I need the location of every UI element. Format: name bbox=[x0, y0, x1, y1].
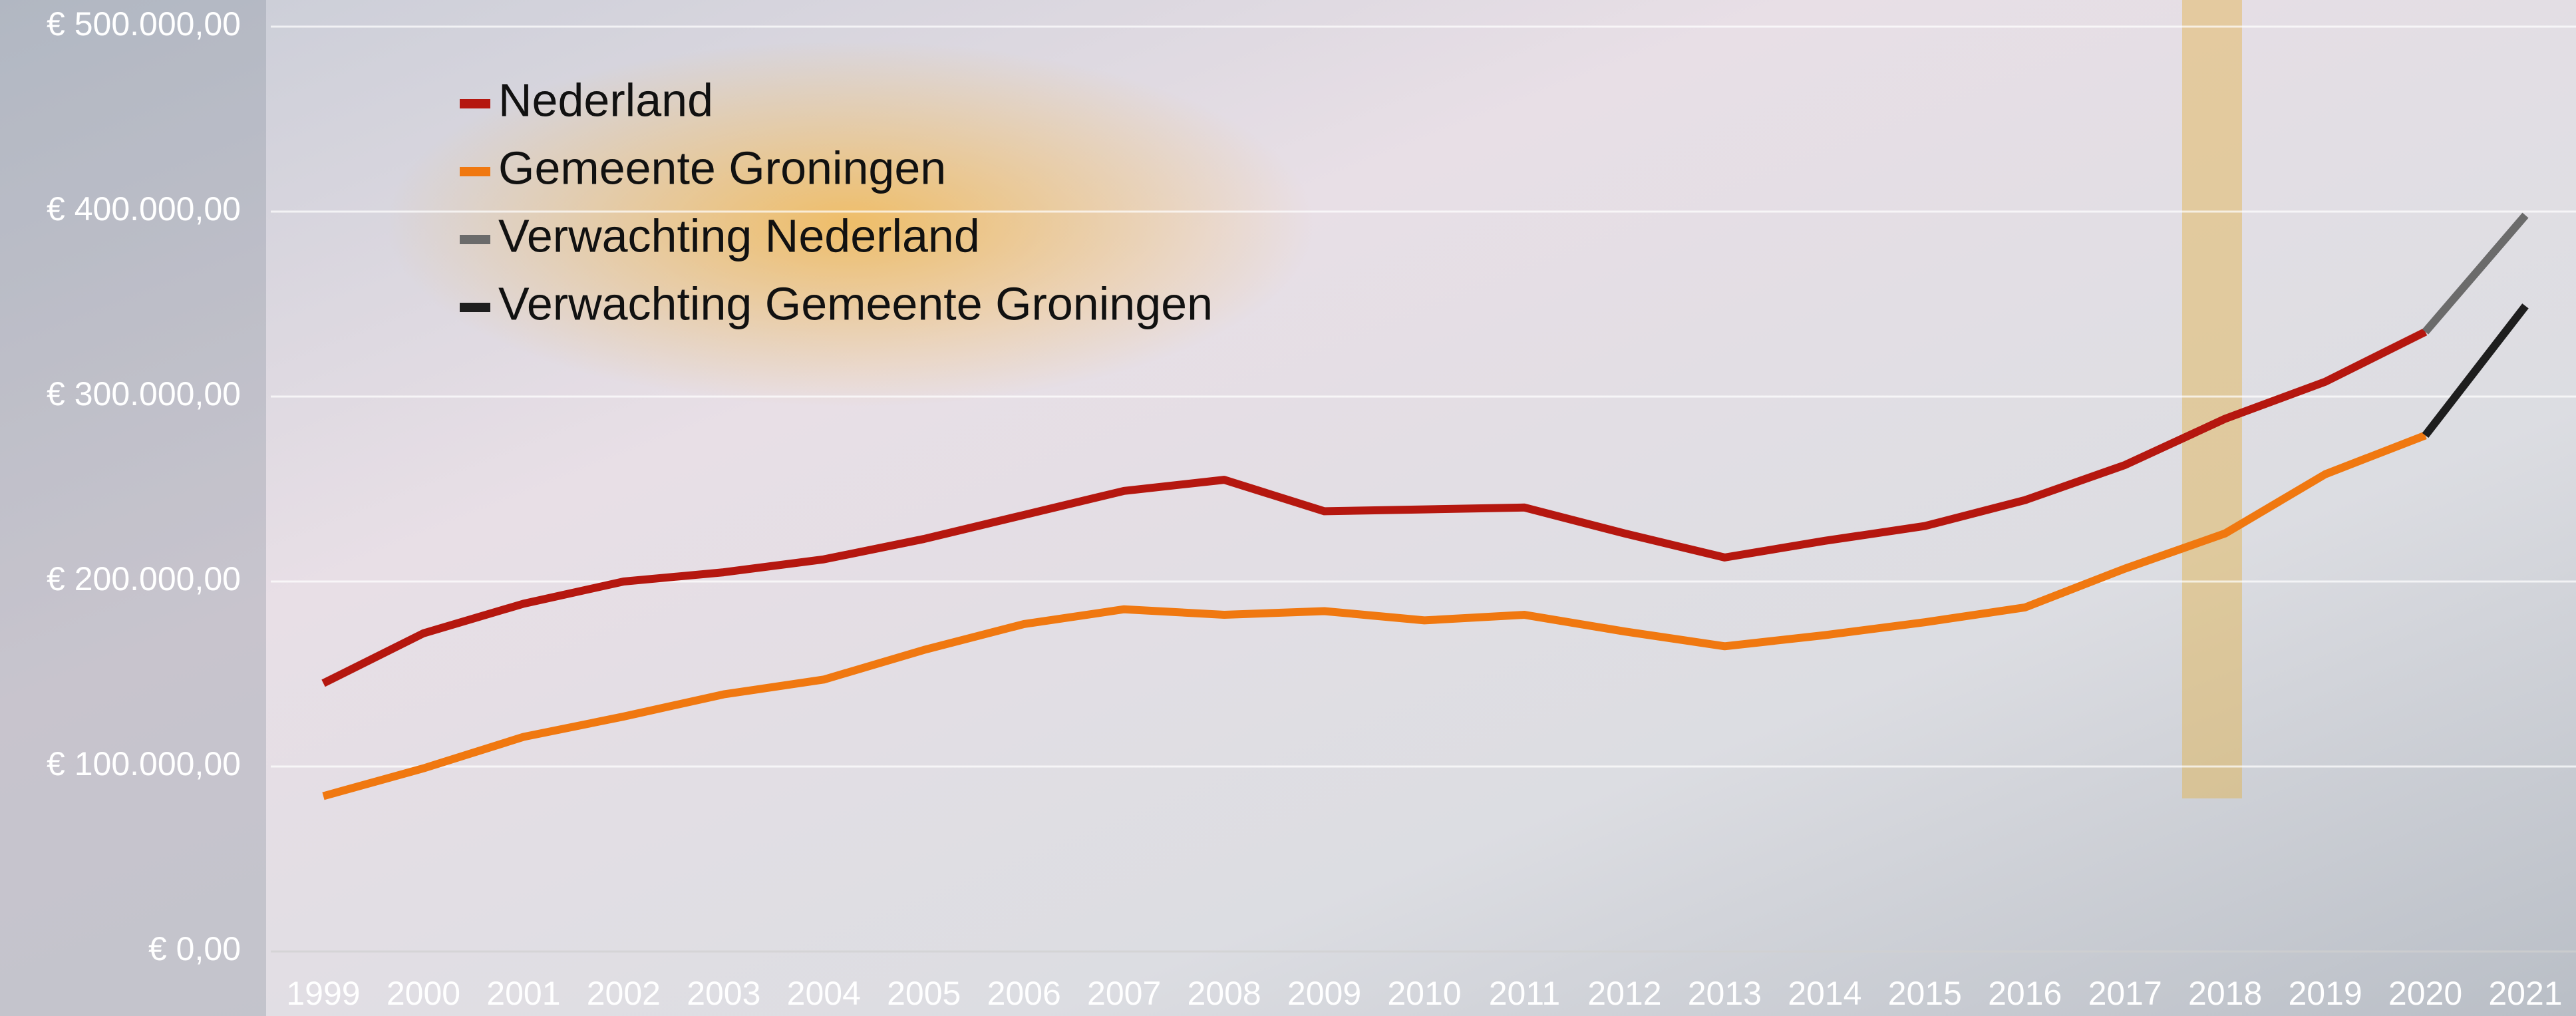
x-tick-label: 2021 bbox=[2488, 975, 2562, 1012]
x-tick-label: 2000 bbox=[387, 975, 460, 1012]
y-tick-label: € 100.000,00 bbox=[47, 745, 241, 782]
y-tick-label: € 300.000,00 bbox=[47, 375, 241, 413]
x-tick-label: 2016 bbox=[1988, 975, 2062, 1012]
x-tick-label: 2011 bbox=[1489, 975, 1561, 1012]
y-tick-label: € 500.000,00 bbox=[47, 5, 241, 43]
x-tick-label: 2008 bbox=[1187, 975, 1261, 1012]
x-tick-label: 2012 bbox=[1587, 975, 1661, 1012]
legend-label: Verwachting Gemeente Groningen bbox=[498, 277, 1213, 329]
series-line bbox=[2422, 303, 2529, 438]
x-tick-label: 2017 bbox=[2088, 975, 2162, 1012]
background-side bbox=[0, 0, 266, 1016]
legend-label: Gemeente Groningen bbox=[498, 142, 946, 194]
x-tick-label: 2004 bbox=[787, 975, 861, 1012]
x-tick-label: 2002 bbox=[587, 975, 661, 1012]
series-line bbox=[321, 328, 2428, 687]
x-tick-label: 2003 bbox=[687, 975, 760, 1012]
x-tick-label: 2006 bbox=[987, 975, 1061, 1012]
background-pole bbox=[2182, 0, 2242, 798]
x-tick-label: 2020 bbox=[2388, 975, 2462, 1012]
x-tick-label: 2019 bbox=[2288, 975, 2362, 1012]
y-tick-label: € 400.000,00 bbox=[47, 190, 241, 228]
x-tick-label: 2001 bbox=[486, 975, 560, 1012]
legend-label: Verwachting Nederland bbox=[498, 210, 980, 261]
y-tick-label: € 0,00 bbox=[148, 930, 241, 967]
x-tick-label: 2005 bbox=[887, 975, 961, 1012]
x-tick-label: 1999 bbox=[286, 975, 360, 1012]
x-tick-label: 2014 bbox=[1788, 975, 1861, 1012]
x-tick-label: 2013 bbox=[1688, 975, 1762, 1012]
y-tick-label: € 200.000,00 bbox=[47, 560, 241, 597]
series-line bbox=[322, 431, 2427, 800]
x-tick-label: 2010 bbox=[1387, 975, 1461, 1012]
x-tick-label: 2015 bbox=[1888, 975, 1962, 1012]
legend-label: Nederland bbox=[498, 74, 713, 126]
x-tick-label: 2009 bbox=[1287, 975, 1361, 1012]
x-tick-label: 2018 bbox=[2188, 975, 2262, 1012]
x-tick-label: 2007 bbox=[1087, 975, 1161, 1012]
series-line bbox=[2422, 212, 2529, 335]
